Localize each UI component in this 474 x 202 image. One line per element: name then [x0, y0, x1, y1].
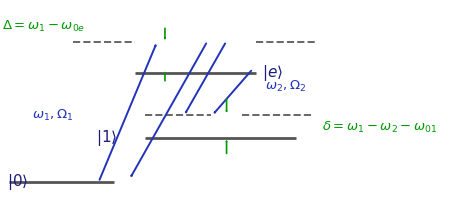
Text: $\omega_1, \Omega_1$: $\omega_1, \Omega_1$	[32, 108, 73, 123]
Text: $|0\rangle$: $|0\rangle$	[7, 172, 28, 192]
Text: $\omega_2, \Omega_2$: $\omega_2, \Omega_2$	[265, 79, 307, 94]
Text: $\delta = \omega_1 - \omega_2 - \omega_{01}$: $\delta = \omega_1 - \omega_2 - \omega_{…	[322, 120, 438, 135]
Text: $|1\rangle$: $|1\rangle$	[96, 128, 118, 148]
Text: $\Delta = \omega_1 - \omega_{0e}$: $\Delta = \omega_1 - \omega_{0e}$	[2, 19, 86, 34]
Text: $|e\rangle$: $|e\rangle$	[262, 63, 283, 83]
